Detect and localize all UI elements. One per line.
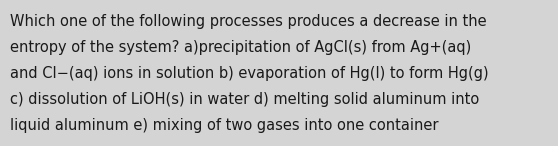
Text: liquid aluminum e) mixing of two gases into one container: liquid aluminum e) mixing of two gases i… [10,118,439,133]
Text: Which one of the following processes produces a decrease in the: Which one of the following processes pro… [10,14,487,29]
Text: c) dissolution of LiOH(s) in water d) melting solid aluminum into: c) dissolution of LiOH(s) in water d) me… [10,92,479,107]
Text: and Cl−(aq) ions in solution b) evaporation of Hg(l) to form Hg(g): and Cl−(aq) ions in solution b) evaporat… [10,66,489,81]
Text: entropy of the system? a)precipitation of AgCl(s) from Ag+(aq): entropy of the system? a)precipitation o… [10,40,472,55]
